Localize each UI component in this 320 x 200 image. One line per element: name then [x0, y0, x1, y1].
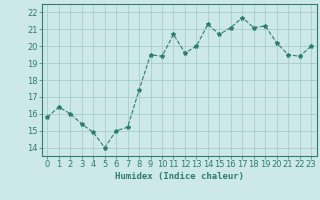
X-axis label: Humidex (Indice chaleur): Humidex (Indice chaleur): [115, 172, 244, 181]
